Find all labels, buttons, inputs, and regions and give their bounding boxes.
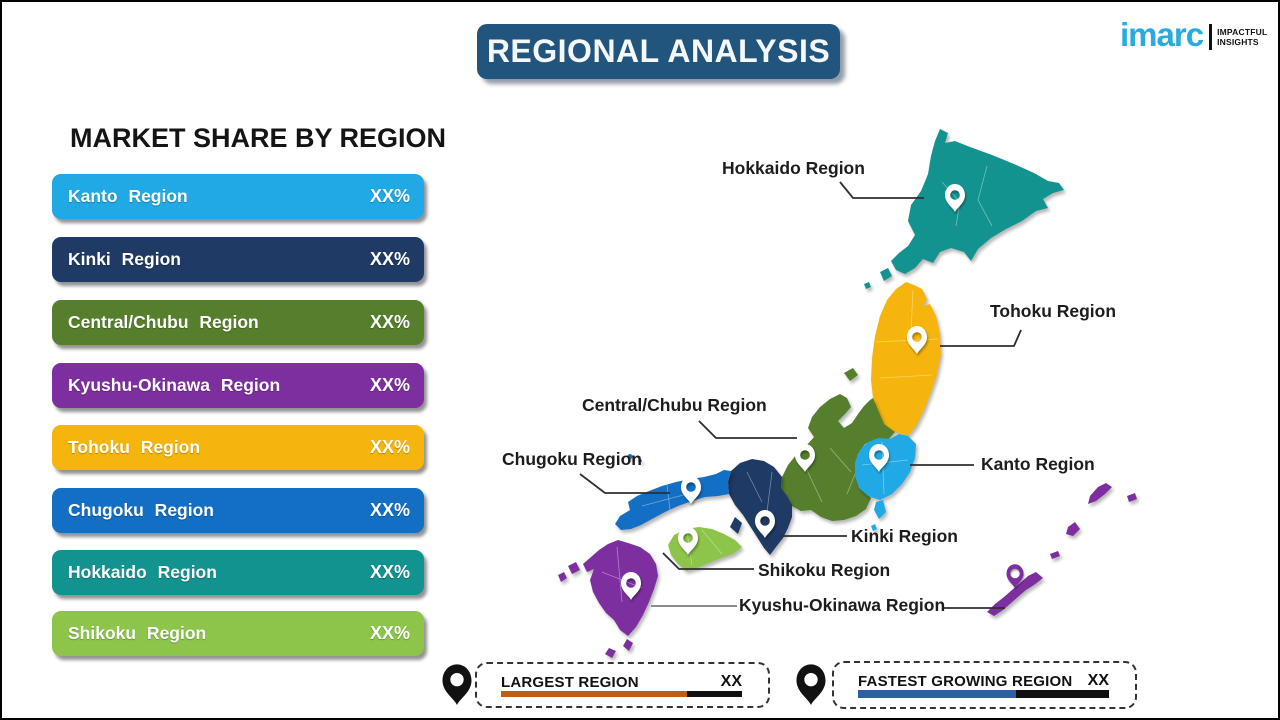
- region-sado-island: [844, 368, 858, 381]
- leader-chugoku: [579, 473, 670, 494]
- map-label-tohoku: Tohoku Region: [990, 301, 1117, 321]
- legend-largest-region: LARGEST REGION XX: [475, 662, 770, 708]
- leader-central-chubu: [698, 420, 797, 439]
- page-title-text: REGIONAL ANALYSIS: [486, 33, 831, 69]
- map-pin-kanto: [869, 444, 889, 472]
- legend-largest-bar-fill: [501, 691, 687, 697]
- legend-fastest-bar-rest: [1016, 690, 1109, 698]
- legend-fastest-bar: [858, 690, 1109, 698]
- share-bar-value: XX%: [369, 312, 410, 332]
- region-hokkaido-islet: [864, 268, 892, 289]
- legend-largest-value: XX: [720, 673, 742, 690]
- map-label-kyushu-okinawa: Kyushu-Okinawa Region: [739, 595, 946, 615]
- legend-fastest-growing-region: FASTEST GROWING REGION XX: [832, 661, 1137, 709]
- map-label-central-chubu: Central/Chubu Region: [582, 395, 767, 415]
- region-shikoku: [668, 527, 742, 571]
- page-title: REGIONAL ANALYSIS: [477, 24, 840, 79]
- region-kanto-izu: [871, 500, 886, 531]
- share-bar-chugoku: Chugoku Region XX%: [52, 488, 424, 533]
- share-bar-value: XX%: [369, 437, 410, 457]
- map-pin-tohoku: [907, 326, 927, 354]
- share-bar-label: Central/Chubu Region: [68, 312, 259, 332]
- map-label-hokkaido: Hokkaido Region: [722, 158, 865, 178]
- share-bar-value: XX%: [369, 562, 410, 582]
- region-chugoku: [615, 470, 731, 530]
- market-share-heading: MARKET SHARE BY REGION: [70, 123, 447, 153]
- map-pin-chugoku: [681, 476, 701, 504]
- map-pin-hokkaido: [945, 184, 965, 212]
- share-bar-shikoku: Shikoku Region XX%: [52, 611, 424, 656]
- region-kinki: [728, 459, 792, 555]
- map-label-kanto: Kanto Region: [981, 454, 1095, 474]
- legend-largest-bar-rest: [686, 691, 742, 697]
- share-bar-value: XX%: [369, 500, 410, 520]
- imarc-logo-wordmark: imarc: [1120, 15, 1204, 53]
- logo-tagline-line1: IMPACTFUL: [1217, 26, 1268, 37]
- share-bar-value: XX%: [369, 186, 410, 206]
- share-bar-value: XX%: [369, 249, 410, 269]
- share-bar-label: Tohoku Region: [68, 437, 201, 457]
- region-kinki-awaji: [730, 517, 742, 534]
- legend-pin-largest: [442, 664, 472, 705]
- legend-pin-fastest: [796, 664, 826, 705]
- share-bar-label: Shikoku Region: [68, 623, 207, 643]
- legend-fastest-bar-fill: [858, 690, 1017, 698]
- logo-divider: [1209, 24, 1213, 50]
- leader-hokkaido: [839, 181, 924, 199]
- share-bar-kinki: Kinki Region XX%: [52, 237, 424, 282]
- map-label-chugoku: Chugoku Region: [502, 449, 642, 469]
- map-pin-shikoku: [678, 527, 698, 555]
- map-pin-okinawa: [1006, 564, 1024, 588]
- share-bar-label: Chugoku Region: [68, 500, 214, 520]
- region-hokkaido: [891, 129, 1064, 274]
- share-bar-value: XX%: [369, 375, 410, 395]
- legend-largest-bar: [501, 691, 742, 697]
- logo-tagline: IMPACTFUL INSIGHTS: [1217, 27, 1267, 47]
- share-bar-tohoku: Tohoku Region XX%: [52, 425, 424, 470]
- legend-fastest-value: XX: [1087, 672, 1109, 689]
- map-pin-central-chubu: [795, 444, 815, 472]
- map-pin-kyushu: [621, 572, 641, 600]
- share-bar-kyushu-okinawa: Kyushu-Okinawa Region XX%: [52, 363, 424, 408]
- share-bar-label: Kanto Region: [68, 186, 188, 206]
- leader-shikoku: [662, 552, 754, 570]
- region-okinawa-islands: [987, 483, 1137, 616]
- share-bar-hokkaido: Hokkaido Region XX%: [52, 550, 424, 595]
- logo-tagline-line2: INSIGHTS: [1217, 37, 1259, 47]
- share-bar-kanto: Kanto Region XX%: [52, 174, 424, 219]
- map-pin-kinki: [755, 510, 775, 538]
- leader-tohoku: [940, 329, 1022, 347]
- map-label-kinki: Kinki Region: [851, 526, 958, 546]
- share-bar-value: XX%: [369, 623, 410, 643]
- region-central-chubu: [781, 394, 895, 521]
- share-bar-central-chubu: Central/Chubu Region XX%: [52, 300, 424, 345]
- share-bar-label: Hokkaido Region: [68, 562, 217, 582]
- imarc-logo: imarc IMPACTFUL INSIGHTS: [1120, 15, 1267, 53]
- region-tohoku: [871, 282, 941, 436]
- share-bar-label: Kyushu-Okinawa Region: [68, 375, 281, 395]
- legend-largest-label: LARGEST REGION: [501, 673, 639, 691]
- legend-fastest-label: FASTEST GROWING REGION: [858, 672, 1073, 690]
- region-kyushu: [583, 540, 658, 636]
- map-label-shikoku: Shikoku Region: [758, 560, 891, 580]
- region-chugoku-oki: [627, 454, 642, 463]
- share-bar-label: Kinki Region: [68, 249, 181, 269]
